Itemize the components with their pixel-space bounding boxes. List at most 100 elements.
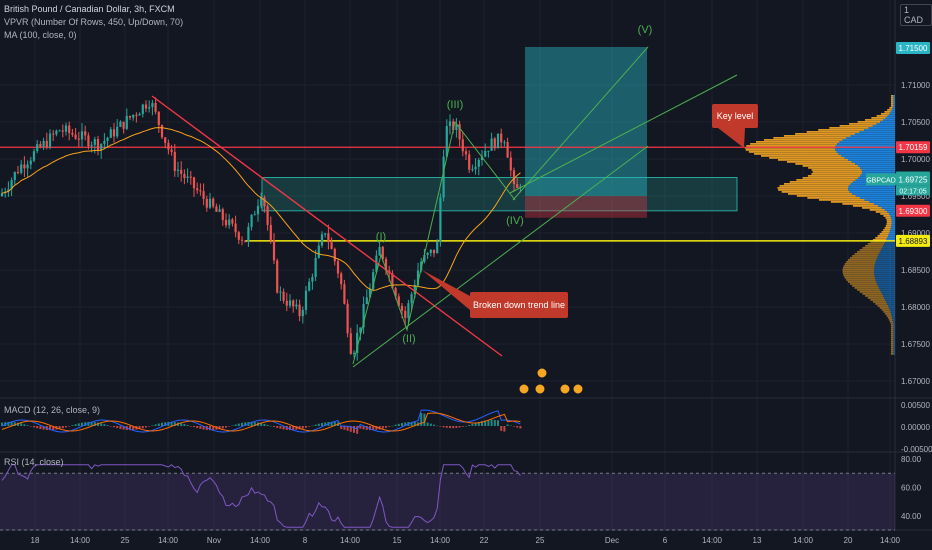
vpvr-bar-up bbox=[877, 285, 895, 287]
candle-body bbox=[263, 197, 266, 207]
macd-histogram-bar bbox=[196, 426, 199, 429]
macd-histogram-bar bbox=[90, 421, 93, 426]
price-label-text: 1.71500 bbox=[899, 44, 928, 53]
macd-histogram-bar bbox=[503, 426, 506, 432]
vpvr-bar-up bbox=[880, 291, 895, 293]
macd-histogram-bar bbox=[61, 426, 64, 429]
candle-body bbox=[167, 142, 170, 150]
vpvr-bar-up bbox=[893, 341, 895, 343]
vpvr-bar-down bbox=[891, 103, 894, 105]
candle-body bbox=[138, 113, 141, 116]
candle-body bbox=[32, 151, 36, 161]
x-tick-label: Dec bbox=[605, 536, 619, 545]
macd-histogram-bar bbox=[439, 426, 442, 427]
x-tick-label: 25 bbox=[536, 536, 545, 545]
candle-body bbox=[109, 129, 112, 138]
callout-text: Broken down trend line bbox=[473, 300, 565, 310]
rsi-line bbox=[1, 464, 521, 528]
vpvr-bar-down bbox=[880, 213, 890, 215]
vpvr-bar-down bbox=[891, 345, 894, 347]
macd-histogram-bar bbox=[81, 422, 83, 426]
vpvr-bar-down bbox=[849, 283, 877, 285]
candle-body bbox=[180, 169, 183, 174]
candle-body bbox=[314, 257, 317, 277]
candle-body bbox=[202, 191, 205, 199]
vpvr-bar-down bbox=[889, 107, 893, 109]
vpvr-bar-down bbox=[854, 287, 879, 289]
currency-badge[interactable]: 1 CAD bbox=[900, 4, 932, 26]
candle-body bbox=[516, 184, 519, 188]
macd-histogram-bar bbox=[353, 426, 355, 433]
vpvr-bar-down bbox=[777, 187, 848, 189]
vpvr-bar-down bbox=[890, 105, 894, 107]
x-tick-label: 18 bbox=[31, 536, 40, 545]
vpvr-bar-up bbox=[889, 231, 895, 233]
vpvr-bar-up bbox=[893, 337, 895, 339]
ma-line bbox=[1, 127, 521, 291]
vpvr-bar-up bbox=[887, 211, 895, 213]
macd-histogram-bar bbox=[132, 426, 135, 431]
macd-histogram-bar bbox=[42, 426, 45, 430]
vpvr-bar-up bbox=[893, 333, 895, 335]
vpvr-bar-up bbox=[874, 273, 895, 275]
x-tick-label: 14:00 bbox=[340, 536, 361, 545]
vpvr-bar-up bbox=[835, 145, 895, 147]
candle-body bbox=[506, 142, 509, 158]
vpvr-bar-down bbox=[886, 219, 892, 221]
macd-histogram-bar bbox=[164, 422, 167, 426]
macd-histogram-bar bbox=[436, 425, 439, 427]
price-label-text: 1.70159 bbox=[899, 143, 928, 152]
vpvr-bar-up bbox=[881, 207, 895, 209]
candle-body bbox=[128, 115, 132, 118]
vpvr-bar-down bbox=[875, 211, 888, 213]
candle-body bbox=[330, 242, 333, 249]
vpvr-bar-down bbox=[885, 217, 892, 219]
candle-body bbox=[272, 240, 276, 261]
macd-histogram-bar bbox=[279, 426, 282, 429]
macd-histogram-bar bbox=[465, 425, 467, 427]
candle-body bbox=[285, 300, 288, 306]
macd-tick-label: 0.00000 bbox=[901, 423, 930, 432]
vpvr-bar-down bbox=[891, 95, 894, 97]
rsi-tick-label: 60.00 bbox=[901, 483, 922, 492]
macd-histogram-bar bbox=[442, 426, 445, 428]
vpvr-bar-up bbox=[892, 317, 895, 319]
macd-histogram-bar bbox=[202, 426, 205, 430]
candle-body bbox=[189, 176, 192, 178]
macd-histogram-bar bbox=[487, 420, 490, 426]
vpvr-bar-up bbox=[868, 127, 895, 129]
vpvr-bar-down bbox=[852, 205, 879, 207]
y-tick-label: 1.70500 bbox=[901, 118, 930, 127]
candle-body bbox=[404, 310, 407, 318]
candle-body bbox=[247, 226, 250, 243]
vpvr-bar-down bbox=[891, 331, 894, 333]
candle-body bbox=[276, 260, 279, 293]
vpvr-bar-down bbox=[891, 341, 894, 343]
vpvr-bar-down bbox=[844, 263, 875, 265]
macd-histogram-bar bbox=[253, 422, 256, 426]
vpvr-bar-up bbox=[874, 271, 895, 273]
macd-histogram-bar bbox=[26, 425, 29, 426]
macd-line bbox=[1, 409, 521, 433]
zones bbox=[0, 47, 895, 242]
vpvr-bar-up bbox=[893, 329, 895, 331]
macd-histogram-bar bbox=[298, 426, 301, 430]
vpvr-bar-down bbox=[781, 191, 850, 193]
vpvr-bar-down bbox=[779, 185, 849, 187]
vpvr-bar-up bbox=[891, 219, 895, 221]
vpvr-bar-down bbox=[872, 239, 887, 241]
macd-histogram-bar bbox=[356, 426, 359, 434]
vpvr-bar-up bbox=[846, 137, 895, 139]
vpvr-bar-up bbox=[887, 115, 895, 117]
vpvr-bar-down bbox=[885, 313, 892, 315]
candle-body bbox=[45, 140, 48, 148]
candle-body bbox=[26, 164, 29, 169]
y-tick-label: 1.67000 bbox=[901, 377, 930, 386]
vpvr-bar-up bbox=[893, 105, 895, 107]
candle-body bbox=[426, 252, 429, 256]
candle-body bbox=[240, 239, 244, 241]
candle-body bbox=[394, 288, 397, 297]
vpvr-bar-down bbox=[891, 337, 894, 339]
price-label: 1.69725 bbox=[896, 173, 930, 186]
